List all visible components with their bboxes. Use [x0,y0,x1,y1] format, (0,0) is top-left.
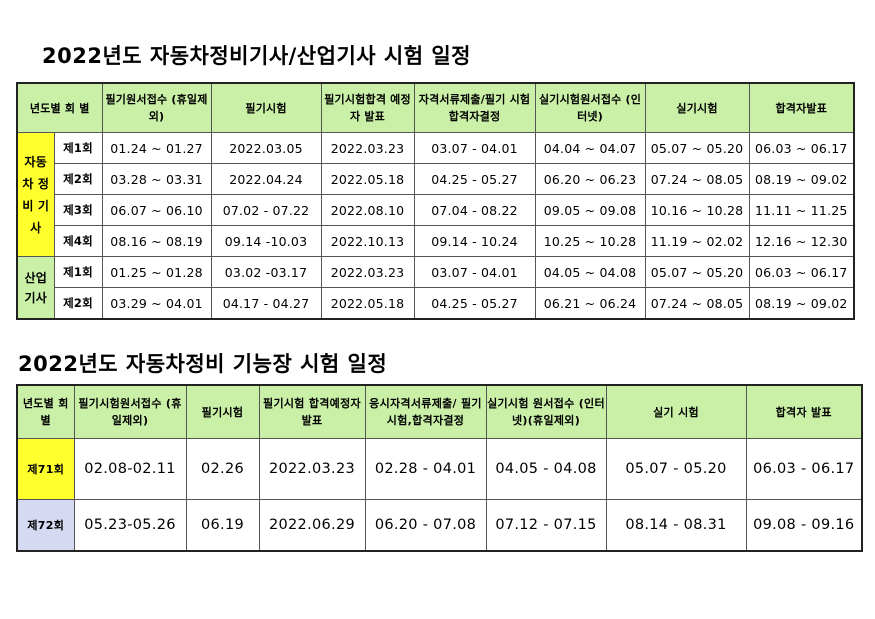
table-cell: 2022.08.10 [320,194,415,226]
table-cell: 04.25 - 05.27 [413,163,536,195]
group-label-industrial-engineer: 산업 기사 [16,256,55,320]
header-cell: 년도별 회 별 [16,384,75,439]
header-cell: 필기원서접수 (휴일제외) [101,82,212,133]
master-craftsman-exam-schedule-table: 년도별 회 별 필기시험원서접수 (휴일제외) 필기시험 필기시험 합격예정자 … [16,384,863,552]
table-cell: 06.03 - 06.17 [745,438,863,500]
header-cell: 필기시험 합격예정자 발표 [258,384,366,439]
table-row: 제2회 03.29 ~ 04.01 04.17 - 04.27 2022.05.… [17,287,855,320]
header-cell: 자격서류제출/필기 시험합격자결정 [413,82,536,133]
table-cell: 04.17 - 04.27 [210,287,322,320]
table-cell: 02.28 - 04.01 [364,438,487,500]
table-cell: 11.19 ~ 02.02 [644,225,750,257]
table-cell: 09.05 ~ 09.08 [534,194,646,226]
table-cell: 2022.06.29 [258,499,366,552]
table-cell: 07.24 ~ 08.05 [644,163,750,195]
table-cell: 2022.03.23 [320,256,415,288]
table-cell: 05.07 ~ 05.20 [644,256,750,288]
table-cell: 03.07 - 04.01 [413,256,536,288]
table-row: 제72회 05.23-05.26 06.19 2022.06.29 06.20 … [16,499,863,552]
header-cell: 실기시험 원서접수 (인터넷)(휴일제외) [485,384,607,439]
header-cell: 필기시험 [185,384,260,439]
table-cell: 04.04 ~ 04.07 [534,132,646,164]
table-row: 자동 차 정비 기사 제1회 01.24 ~ 01.27 2022.03.05 … [16,132,855,257]
table-cell: 2022.03.05 [210,132,322,164]
table-row: 산업 기사 제1회 01.25 ~ 01.28 03.02 -03.17 202… [16,256,855,320]
table-cell: 08.19 ~ 09.02 [748,287,855,320]
table-cell: 07.24 ~ 08.05 [644,287,750,320]
table-cell: 10.25 ~ 10.28 [534,225,646,257]
table-cell: 03.28 ~ 03.31 [101,163,212,195]
table-cell: 06.19 [185,499,260,552]
header-cell: 필기시험 [210,82,322,133]
table-cell: 2022.03.23 [320,132,415,164]
round-label: 제4회 [53,225,103,257]
header-cell: 필기시험원서접수 (휴일제외) [73,384,187,439]
table-row: 제2회 03.28 ~ 03.31 2022.04.24 2022.05.18 … [17,163,855,195]
table-cell: 2022.10.13 [320,225,415,257]
table-cell: 06.20 - 07.08 [364,499,487,552]
table-cell: 01.25 ~ 01.28 [101,256,212,288]
table-cell: 07.12 - 07.15 [485,499,607,552]
table-cell: 05.23-05.26 [73,499,187,552]
round-label: 제72회 [16,499,75,552]
table-cell: 06.20 ~ 06.23 [534,163,646,195]
table-cell: 2022.03.23 [258,438,366,500]
table-cell: 03.07 - 04.01 [413,132,536,164]
table-cell: 02.08-02.11 [73,438,187,500]
header-cell: 응시자격서류제출/ 필기시험,합격자결정 [364,384,487,439]
table-cell: 06.03 ~ 06.17 [748,256,855,288]
table-cell: 06.21 ~ 06.24 [534,287,646,320]
round-label: 제71회 [16,438,75,500]
table-cell: 09.08 - 09.16 [745,499,863,552]
round-label: 제2회 [53,163,103,195]
round-label: 제1회 [53,256,103,288]
table-cell: 10.16 ~ 10.28 [644,194,750,226]
header-cell: 실기시험 [644,82,750,133]
table-header-row: 년도별 회 별 필기원서접수 (휴일제외) 필기시험 필기시험합격 예정자 발표… [16,82,855,133]
table-cell: 09.14 - 10.24 [413,225,536,257]
page-title-master-craftsman-schedule: 2022년도 자동차정비 기능장 시험 일정 [18,352,388,376]
header-cell: 합격자발표 [748,82,855,133]
table-cell: 04.25 - 05.27 [413,287,536,320]
table-row: 제3회 06.07 ~ 06.10 07.02 - 07.22 2022.08.… [17,194,855,226]
table-cell: 03.02 -03.17 [210,256,322,288]
page-title-engineer-schedule: 2022년도 자동차정비기사/산업기사 시험 일정 [42,44,471,68]
table-cell: 06.03 ~ 06.17 [748,132,855,164]
table-cell: 06.07 ~ 06.10 [101,194,212,226]
header-cell: 합격자 발표 [745,384,863,439]
table-cell: 08.16 ~ 08.19 [101,225,212,257]
table-cell: 07.02 - 07.22 [210,194,322,226]
table-cell: 2022.04.24 [210,163,322,195]
table-cell: 03.29 ~ 04.01 [101,287,212,320]
table-row: 제71회 02.08-02.11 02.26 2022.03.23 02.28 … [16,438,863,500]
table-cell: 09.14 -10.03 [210,225,322,257]
table-cell: 11.11 ~ 11.25 [748,194,855,226]
table-cell: 04.05 ~ 04.08 [534,256,646,288]
table-cell: 12.16 ~ 12.30 [748,225,855,257]
table-cell: 05.07 ~ 05.20 [644,132,750,164]
round-label: 제3회 [53,194,103,226]
table-cell: 08.19 ~ 09.02 [748,163,855,195]
group-label-engineer: 자동 차 정비 기사 [16,132,55,257]
header-cell: 필기시험합격 예정자 발표 [320,82,415,133]
engineer-exam-schedule-table: 년도별 회 별 필기원서접수 (휴일제외) 필기시험 필기시험합격 예정자 발표… [16,82,856,320]
header-cell: 실기시험원서접수 (인터넷) [534,82,646,133]
header-cell: 년도별 회 별 [16,82,103,133]
table-cell: 2022.05.18 [320,163,415,195]
table-cell: 02.26 [185,438,260,500]
table-cell: 01.24 ~ 01.27 [101,132,212,164]
table-cell: 08.14 - 08.31 [605,499,747,552]
round-label: 제1회 [53,132,103,164]
table-cell: 07.04 - 08.22 [413,194,536,226]
round-label: 제2회 [53,287,103,320]
table-cell: 04.05 - 04.08 [485,438,607,500]
table-cell: 05.07 - 05.20 [605,438,747,500]
table-header-row: 년도별 회 별 필기시험원서접수 (휴일제외) 필기시험 필기시험 합격예정자 … [16,384,863,439]
header-cell: 실기 시험 [605,384,747,439]
table-row: 제4회 08.16 ~ 08.19 09.14 -10.03 2022.10.1… [17,225,855,257]
table-cell: 2022.05.18 [320,287,415,320]
